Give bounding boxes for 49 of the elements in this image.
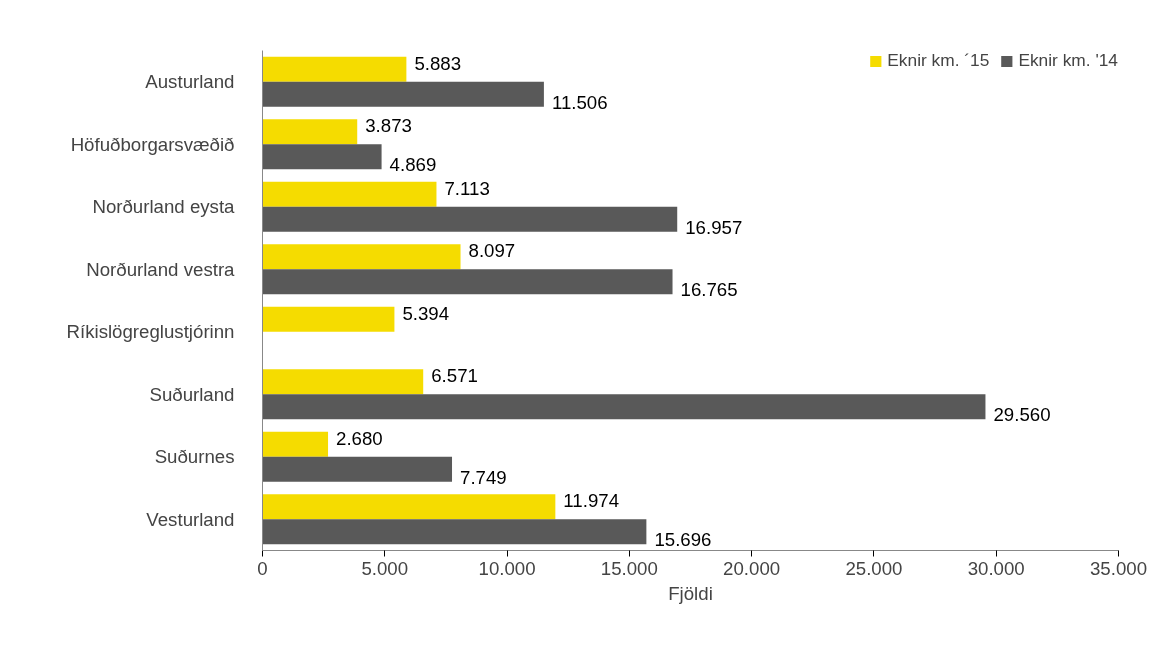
data-label: 16.765 [680,279,738,301]
data-label: 3.873 [365,115,412,137]
bar [262,144,382,170]
data-label: 2.680 [336,427,383,449]
data-label: 7.749 [460,466,507,488]
y-tick-label: Vesturland [146,508,235,530]
y-tick-label: Suðurland [149,383,235,405]
bar [262,206,678,232]
data-label: 6.571 [431,365,478,387]
bar [262,81,544,107]
x-tick-label: 30.000 [967,557,1025,579]
data-label: 11.506 [551,91,608,113]
data-label: 7.113 [444,177,490,199]
y-tick-label: Austurland [145,71,235,93]
x-axis-title: Fjöldi [668,582,713,604]
data-label: 29.560 [993,404,1051,426]
bar [262,369,424,395]
bar [262,494,556,520]
bar [262,269,673,295]
y-tick-label: Suðurnes [154,446,235,468]
bar [262,306,395,332]
y-tick-label: Norðurland vestra [86,258,236,280]
x-tick-label: 15.000 [600,557,658,579]
data-label: 5.883 [414,52,462,74]
bar [262,519,647,545]
bar [262,456,453,482]
bar [262,181,437,207]
x-tick-label: 10.000 [478,557,536,579]
legend-label: Eknir km. ´15 [887,50,990,71]
data-label: 16.957 [685,216,743,238]
x-tick-label: 35.000 [1089,557,1148,579]
bar [262,56,407,82]
data-label: 8.097 [468,240,516,262]
x-tick-label: 20.000 [723,557,781,579]
x-tick-label: 25.000 [845,557,903,579]
legend-label: Eknir km. '14 [1018,50,1118,71]
bar [262,394,986,420]
bar [262,431,329,457]
y-tick-label: Höfuðborgarsvæðið [70,133,235,155]
bar [262,119,358,145]
y-tick-label: Norðurland eysta [92,196,236,218]
x-tick-label: 0 [257,557,268,579]
y-tick-label: Ríkislögreglustjórinn [66,321,235,343]
x-tick-label: 5.000 [361,557,409,579]
data-label: 5.394 [402,302,450,324]
data-label: 11.974 [563,490,620,512]
data-label: 4.869 [389,154,437,176]
data-label: 15.696 [654,529,712,551]
bar [262,244,461,270]
